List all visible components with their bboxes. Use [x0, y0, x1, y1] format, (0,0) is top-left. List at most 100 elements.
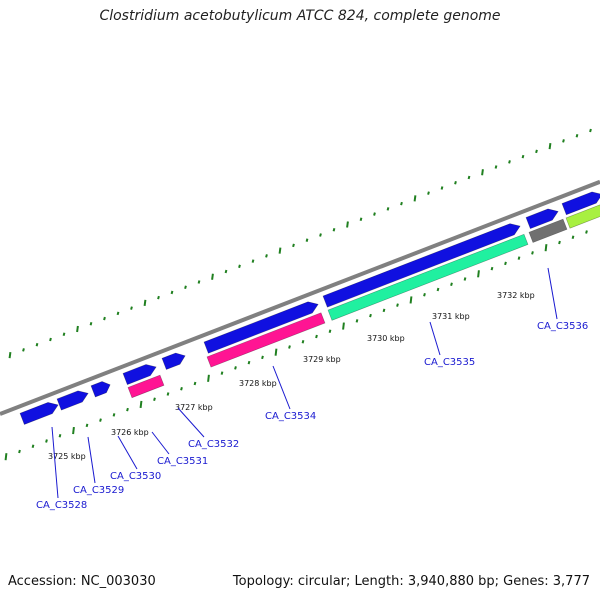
outer-tick-mark: [386, 207, 390, 211]
gene-arrow-ca-c3531: [122, 364, 157, 385]
gene-label-leader: [177, 407, 205, 438]
outer-tick-mark: [494, 165, 498, 169]
gene-label-leader: [87, 436, 96, 484]
inner-tick-mark: [396, 303, 399, 307]
outer-tick-mark: [224, 269, 228, 274]
inner-tick-mark: [139, 400, 143, 409]
outer-tick-mark: [197, 280, 201, 284]
inner-tick-mark: [355, 319, 359, 323]
scale-label: 3732 kbp: [497, 291, 535, 300]
scale-label: 3730 kbp: [367, 334, 405, 343]
outer-tick-mark: [292, 243, 295, 248]
inner-tick-mark: [234, 366, 237, 370]
outer-tick-mark: [157, 295, 160, 300]
gene-label-leader: [151, 431, 170, 455]
gene-label-leader: [51, 426, 59, 499]
gene-arrow-ca-c3535: [322, 223, 521, 308]
outer-tick-mark: [413, 195, 417, 202]
gene-label: CA_C3531: [157, 456, 208, 467]
outer-tick-mark: [521, 154, 525, 159]
outer-tick-mark: [8, 351, 12, 359]
inner-tick-mark: [450, 282, 453, 287]
inner-tick-mark: [342, 322, 345, 330]
outer-tick-mark: [211, 273, 214, 280]
gene-label: CA_C3530: [110, 471, 161, 482]
inner-tick-mark: [301, 339, 305, 344]
inner-tick-mark: [4, 453, 8, 461]
feature-box-lime: [565, 204, 600, 229]
inner-tick-mark: [58, 434, 62, 438]
gene-label: CA_C3536: [537, 321, 588, 332]
outer-tick-mark: [548, 143, 552, 150]
feature-box-green: [327, 233, 529, 321]
gene-label: CA_C3529: [73, 485, 124, 496]
outer-tick-mark: [332, 227, 336, 232]
outer-tick-mark: [467, 175, 471, 180]
inner-tick-mark: [382, 308, 386, 313]
outer-tick-mark: [575, 133, 579, 138]
outer-tick-mark: [251, 259, 255, 263]
outer-tick-mark: [62, 332, 66, 336]
gene-arrow-ca-c3529: [56, 390, 89, 411]
inner-tick-mark: [247, 360, 251, 365]
outer-tick-mark: [562, 139, 565, 143]
inner-tick-mark: [99, 418, 102, 422]
inner-tick-mark: [490, 266, 494, 271]
outer-tick-mark: [76, 325, 79, 333]
feature-box-gray: [528, 218, 568, 243]
inner-tick-mark: [315, 334, 318, 339]
inner-tick-mark: [288, 345, 291, 349]
outer-tick-mark: [35, 342, 39, 347]
outer-tick-mark: [116, 311, 120, 316]
gene-label: CA_C3534: [265, 411, 316, 422]
outer-tick-mark: [49, 337, 52, 342]
gene-arrow-ca-c3536: [525, 208, 559, 230]
inner-tick-mark: [72, 426, 75, 435]
gene-label: CA_C3528: [36, 500, 87, 511]
inner-tick-mark: [18, 449, 21, 454]
inner-tick-mark: [558, 240, 561, 245]
inner-tick-mark: [544, 244, 548, 252]
map-title: Clostridium acetobutylicum ATCC 824, com…: [99, 8, 501, 24]
outer-tick-mark: [400, 201, 403, 206]
inner-tick-mark: [504, 261, 507, 266]
outer-tick-mark: [454, 180, 457, 185]
gene-arrow-next: [561, 191, 600, 216]
inner-tick-mark: [477, 270, 480, 278]
gene-label-leader: [117, 435, 138, 470]
scale-label: 3728 kbp: [239, 379, 277, 388]
feature-box-pink-long: [206, 312, 326, 368]
inner-tick-mark: [531, 251, 534, 255]
outer-tick-mark: [359, 217, 363, 222]
scale-label: 3725 kbp: [48, 452, 86, 461]
inner-tick-mark: [328, 329, 332, 334]
inner-tick-mark: [85, 423, 89, 428]
inner-tick-mark: [423, 292, 426, 297]
inner-tick-mark: [153, 397, 156, 401]
outer-tick-mark: [535, 149, 538, 154]
inner-tick-mark: [45, 439, 48, 443]
inner-tick-mark: [585, 230, 588, 234]
scale-label: 3726 kbp: [111, 428, 149, 437]
outer-tick-mark: [440, 186, 444, 190]
inner-tick-mark: [517, 256, 521, 260]
outer-tick-mark: [130, 306, 133, 310]
gene-arrow-ca-c3534: [203, 301, 319, 354]
outer-tick-mark: [373, 212, 376, 216]
inner-tick-mark: [369, 313, 372, 318]
outer-tick-mark: [143, 299, 147, 307]
inner-tick-mark: [193, 381, 197, 386]
gene-arrow-ca-c3530: [90, 381, 111, 398]
outer-tick-mark: [103, 316, 106, 321]
gene-label: CA_C3535: [424, 357, 475, 368]
inner-tick-mark: [126, 407, 129, 412]
inner-tick-mark: [436, 287, 440, 292]
outer-tick-mark: [427, 191, 430, 195]
inner-tick-mark: [571, 235, 575, 240]
outer-tick-mark: [319, 233, 322, 237]
inner-tick-mark: [180, 387, 183, 391]
outer-tick-mark: [346, 221, 349, 228]
outer-tick-mark: [508, 160, 511, 164]
inner-tick-mark: [261, 355, 264, 360]
